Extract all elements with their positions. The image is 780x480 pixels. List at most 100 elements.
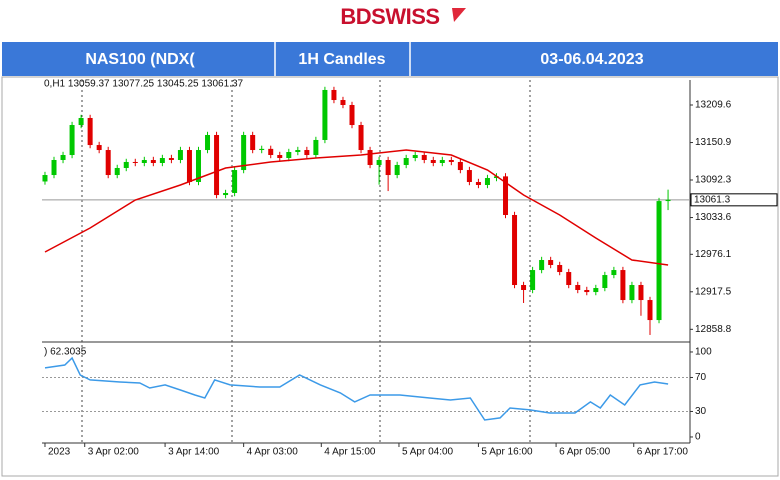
candle-body — [593, 288, 599, 293]
x-tick-label: 6 Apr 17:00 — [637, 447, 689, 458]
y-tick-label: 30 — [695, 406, 707, 417]
candle-body — [602, 275, 608, 289]
candle-body — [394, 164, 400, 176]
candle-body — [475, 181, 481, 185]
candle-body — [268, 148, 274, 156]
candle-body — [214, 134, 220, 196]
x-tick-label: 4 Apr 03:00 — [247, 447, 299, 458]
candle-body — [647, 300, 653, 321]
candle-body — [223, 192, 229, 196]
candle-body — [123, 161, 129, 168]
candle-body — [548, 260, 554, 265]
candle-body — [186, 150, 192, 182]
y-tick-label: 13092.3 — [695, 175, 732, 186]
candle-body — [195, 150, 201, 182]
candle-body — [584, 289, 590, 293]
candle-body — [51, 159, 57, 176]
candle-body — [521, 285, 527, 290]
candle-body — [168, 158, 174, 160]
candle-body — [530, 270, 536, 290]
candle-body — [78, 117, 84, 126]
candle-body — [60, 155, 66, 160]
candle-body — [656, 201, 662, 321]
candle-body — [421, 155, 427, 160]
candle-body — [466, 170, 472, 182]
candle-body — [638, 285, 644, 301]
y-tick-label: 13209.6 — [695, 100, 732, 111]
candle-body — [349, 105, 355, 126]
x-tick-label: 6 Apr 05:00 — [559, 447, 611, 458]
x-tick-label: 2023 — [48, 447, 71, 458]
header-symbol: NAS100 (NDX( — [85, 51, 195, 68]
candle-body — [629, 285, 635, 301]
header-bar — [2, 42, 778, 76]
candle-body — [385, 159, 391, 176]
candle-body — [141, 159, 147, 164]
last-price-label: 13061.3 — [694, 194, 731, 205]
candle-body — [367, 150, 373, 165]
candle-body — [448, 159, 454, 162]
x-tick-label: 3 Apr 14:00 — [168, 447, 220, 458]
candle-body — [340, 100, 346, 106]
candle-body — [358, 125, 364, 151]
candle-body — [539, 260, 545, 271]
candle-body — [177, 150, 183, 160]
x-tick-label: 3 Apr 02:00 — [88, 447, 140, 458]
candle-body — [241, 134, 247, 171]
candle-body — [286, 152, 292, 159]
candle-body — [566, 272, 572, 286]
brand-logo: BDSWISS — [340, 4, 439, 29]
candle-body — [493, 176, 499, 179]
candle-body — [412, 155, 418, 159]
logo-triangle — [452, 8, 466, 22]
y-tick-label: 70 — [695, 372, 707, 383]
candle-body — [159, 158, 165, 164]
y-tick-label: 12917.5 — [695, 286, 732, 297]
candle-body — [150, 159, 156, 164]
candle-body — [114, 167, 120, 176]
x-tick-label: 4 Apr 15:00 — [324, 447, 376, 458]
candle-body — [295, 150, 301, 153]
header-timeframe: 1H Candles — [298, 51, 385, 68]
y-tick-label: 13150.9 — [695, 137, 732, 148]
rsi-label: ) 62.3035 — [44, 347, 87, 358]
candle-body — [665, 199, 671, 202]
candle-body — [430, 159, 436, 164]
candle-body — [132, 161, 138, 164]
x-tick-label: 5 Apr 04:00 — [402, 447, 454, 458]
candle-body — [42, 175, 48, 182]
candle-body — [313, 139, 319, 156]
day-separators — [81, 80, 531, 443]
moving-average-line — [44, 149, 669, 266]
chart-frame — [1, 76, 779, 477]
candle-body — [105, 150, 111, 176]
candle-body — [439, 159, 445, 164]
y-tick-label: 100 — [695, 347, 712, 358]
candle-body — [557, 264, 563, 273]
candle-body — [87, 117, 93, 146]
x-tick-label: 5 Apr 16:00 — [481, 447, 533, 458]
candle-body — [620, 270, 626, 301]
rsi-line — [44, 356, 669, 421]
y-tick-label: 12976.1 — [695, 249, 732, 260]
candle-body — [232, 170, 238, 193]
candle-body — [512, 214, 518, 286]
ohlc-info: 0,H1 13059.37 13077.25 13045.25 13061.37 — [44, 79, 244, 90]
last-price-box — [690, 193, 778, 207]
header-dates: 03-06.04.2023 — [540, 51, 643, 68]
y-tick-label: 12858.8 — [695, 324, 732, 335]
candle-body — [503, 176, 509, 215]
candle-body — [69, 125, 75, 156]
candle-body — [403, 158, 409, 165]
candle-body — [277, 155, 283, 159]
candle-body — [322, 89, 328, 140]
candle-body — [331, 89, 337, 101]
y-tick-label: 13033.6 — [695, 212, 732, 223]
y-tick-label: 0 — [695, 432, 701, 443]
candle-body — [205, 134, 211, 151]
candle-body — [376, 159, 382, 165]
candle-body — [259, 148, 265, 151]
candle-body — [250, 134, 256, 151]
candle-body — [304, 150, 310, 156]
